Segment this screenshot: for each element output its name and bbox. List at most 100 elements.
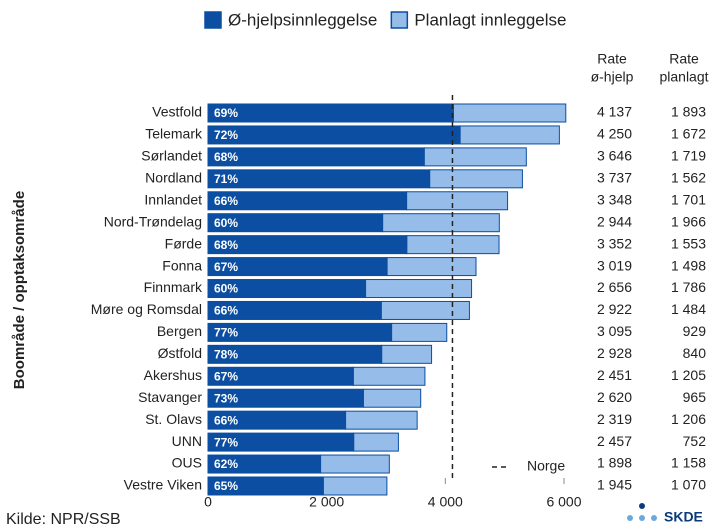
share-label: 78%	[214, 348, 238, 362]
category-label: Møre og Romsdal	[91, 301, 202, 317]
rate-value: 1 966	[671, 213, 706, 229]
bar-segment	[423, 147, 527, 167]
logo-text: SKDE	[664, 509, 703, 525]
rate-value: 840	[683, 345, 707, 361]
share-label: 69%	[214, 106, 238, 120]
rate-value: 1 205	[671, 367, 706, 383]
category-label: Akershus	[144, 367, 202, 383]
bar-segment	[362, 388, 422, 408]
bar-segment	[352, 366, 426, 386]
column-header: planlagt	[659, 69, 708, 85]
bar-segment	[207, 169, 431, 189]
y-axis-label: Boområde / opptaksområde	[11, 191, 28, 389]
rate-value: 3 019	[597, 257, 632, 273]
logo: SKDE	[627, 503, 703, 525]
category-label: Sørlandet	[141, 148, 202, 164]
x-tick-label: 4 000	[428, 494, 463, 510]
legend-swatch	[390, 11, 409, 29]
rate-value: 1 898	[597, 455, 632, 471]
x-tick-label: 6 000	[546, 494, 581, 510]
share-label: 67%	[214, 260, 238, 274]
bar-segment	[386, 257, 477, 277]
reference-legend-label: Norge	[527, 458, 565, 474]
share-label: 66%	[214, 194, 238, 208]
share-label: 66%	[214, 304, 238, 318]
rate-value: 3 737	[597, 170, 632, 186]
category-label: Telemark	[145, 126, 203, 142]
rate-value: 1 672	[671, 126, 706, 142]
rate-value: 3 095	[597, 323, 632, 339]
category-label: Stavanger	[138, 389, 202, 405]
column-header: ø-hjelp	[591, 69, 634, 85]
rate-value: 1 070	[671, 477, 706, 493]
category-label: Nordland	[145, 170, 202, 186]
rate-value: 3 348	[597, 191, 632, 207]
share-label: 73%	[214, 391, 238, 405]
rate-value: 3 352	[597, 235, 632, 251]
share-label: 65%	[214, 479, 238, 493]
rate-value: 2 928	[597, 345, 632, 361]
rate-value: 2 620	[597, 389, 632, 405]
bar-segment	[207, 125, 461, 145]
rate-value: 3 646	[597, 148, 632, 164]
category-label: Vestfold	[152, 104, 202, 120]
rate-value: 2 656	[597, 279, 632, 295]
rate-value: 965	[683, 389, 707, 405]
rate-value: 2 944	[597, 213, 632, 229]
share-label: 68%	[214, 238, 238, 252]
legend-label: Ø-hjelpsinnleggelse	[228, 10, 377, 29]
bar-segment	[380, 300, 470, 320]
rate-value: 752	[683, 433, 707, 449]
share-label: 67%	[214, 369, 238, 383]
bar-segment	[207, 147, 425, 167]
rate-value: 4 137	[597, 104, 632, 120]
bar-segment	[345, 410, 418, 430]
bar-segment	[452, 103, 567, 123]
bar-segment	[353, 432, 399, 452]
rate-value: 1 553	[671, 235, 706, 251]
category-label: St. Olavs	[145, 411, 202, 427]
x-tick-label: 0	[204, 494, 212, 510]
share-label: 72%	[214, 128, 238, 142]
rate-value: 1 945	[597, 477, 632, 493]
rate-value: 2 457	[597, 433, 632, 449]
rate-value: 2 451	[597, 367, 632, 383]
bar-segment	[406, 235, 500, 255]
bar-segment	[207, 103, 454, 123]
rate-value: 4 250	[597, 126, 632, 142]
category-label: OUS	[172, 455, 202, 471]
rate-value: 1 562	[671, 170, 706, 186]
rate-value: 2 922	[597, 301, 632, 317]
category-label: Fonna	[162, 257, 202, 273]
rate-value: 1 893	[671, 104, 706, 120]
category-label: Vestre Viken	[124, 477, 202, 493]
category-label: Finnmark	[144, 279, 203, 295]
rate-value: 1 484	[671, 301, 706, 317]
bar-segment	[391, 322, 448, 342]
rate-value: 929	[683, 323, 707, 339]
bar-segment	[406, 191, 509, 211]
rate-value: 1 206	[671, 411, 706, 427]
category-label: UNN	[172, 433, 202, 449]
share-label: 60%	[214, 282, 238, 296]
category-label: Østfold	[158, 345, 202, 361]
bar-segment	[365, 279, 473, 299]
rate-value: 1 701	[671, 191, 706, 207]
column-header: Rate	[597, 51, 627, 67]
x-tick-label: 2 000	[309, 494, 344, 510]
share-label: 77%	[214, 435, 238, 449]
rate-value: 1 158	[671, 455, 706, 471]
bar-segment	[429, 169, 523, 189]
source: Kilde: NPR/SSB	[6, 511, 121, 528]
category-label: Nord-Trøndelag	[104, 213, 202, 229]
column-header: Rate	[669, 51, 699, 67]
share-label: 66%	[214, 413, 238, 427]
rate-value: 1 719	[671, 148, 706, 164]
bar-segment	[322, 476, 388, 496]
rate-value: 1 786	[671, 279, 706, 295]
share-label: 62%	[214, 457, 238, 471]
share-label: 68%	[214, 150, 238, 164]
share-label: 71%	[214, 172, 238, 186]
rate-value: 2 319	[597, 411, 632, 427]
